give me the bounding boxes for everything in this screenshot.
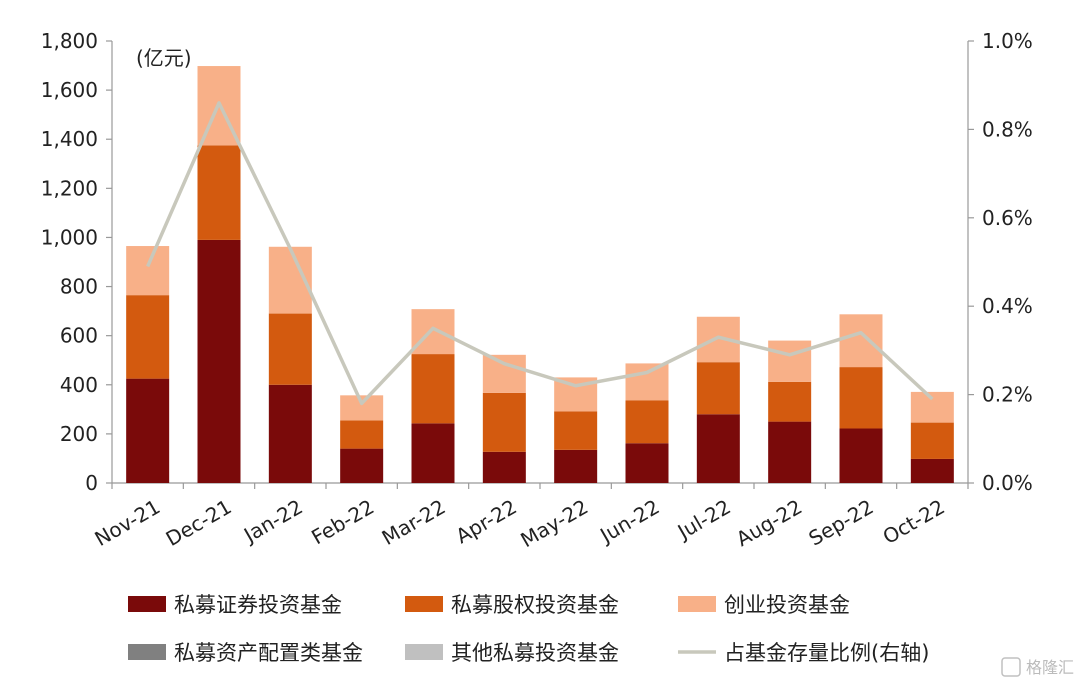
- y-tick-label: 1,800: [41, 29, 98, 53]
- bar-segment: [768, 381, 812, 422]
- y2-tick-label: 0.8%: [982, 117, 1033, 141]
- bar-segment: [411, 423, 455, 483]
- x-tick-label: Sep-22: [805, 495, 878, 551]
- unit-label: (亿元): [136, 46, 192, 70]
- ratio-line: [146, 101, 934, 406]
- x-tick-label: Oct-22: [879, 495, 949, 549]
- legend-item: 私募证券投资基金: [128, 593, 342, 617]
- y2-tick-label: 1.0%: [982, 29, 1033, 53]
- bar-segment: [696, 362, 740, 415]
- legend-item: 私募资产配置类基金: [128, 641, 363, 665]
- legend-swatch: [405, 596, 443, 612]
- legend-label: 私募证券投资基金: [174, 593, 342, 617]
- bar-segment: [411, 354, 455, 424]
- bar-segment: [839, 367, 883, 429]
- bar-segment: [625, 400, 669, 444]
- bar-segment: [839, 428, 883, 483]
- legend-item: 创业投资基金: [678, 593, 850, 617]
- y-tick-label: 1,200: [41, 176, 98, 200]
- bar-segment: [340, 420, 384, 449]
- watermark-logo-icon: [1001, 657, 1021, 677]
- bars: [126, 66, 954, 483]
- y-tick-label: 1,000: [41, 225, 98, 249]
- y2-tick-label: 0.4%: [982, 294, 1033, 318]
- bar-segment: [554, 411, 598, 450]
- y-tick-label: 400: [60, 373, 98, 397]
- ratio-line-path: [146, 101, 934, 406]
- legend-label: 创业投资基金: [724, 593, 850, 617]
- bar-segment: [910, 458, 954, 483]
- x-tick-label: Jul-22: [672, 495, 735, 545]
- bar-segment: [411, 309, 455, 355]
- x-tick-label: Dec-21: [162, 495, 236, 551]
- y2-tick-label: 0.0%: [982, 471, 1033, 495]
- bar-segment: [197, 145, 241, 240]
- bar-segment: [340, 448, 384, 483]
- bar-segment: [910, 391, 954, 423]
- y-tick-label: 800: [60, 275, 98, 299]
- x-tick-label: May-22: [516, 495, 592, 553]
- bar-segment: [768, 340, 812, 382]
- legend-label: 占基金存量比例(右轴): [724, 641, 929, 665]
- y-tick-label: 200: [60, 422, 98, 446]
- bar-segment: [482, 354, 526, 393]
- bar-segment: [126, 295, 170, 379]
- bar-segment: [625, 443, 669, 483]
- axes: 0 200 400 600 800 1,000 1,200 1,400 1,600 1,800 0.…: [41, 29, 1033, 495]
- legend-swatch: [405, 644, 443, 660]
- bar-segment: [482, 392, 526, 452]
- legend-label: 其他私募投资基金: [451, 641, 619, 665]
- bar-segment: [625, 363, 669, 401]
- legend-item: 占基金存量比例(右轴): [678, 641, 929, 665]
- bar-segment: [268, 313, 312, 385]
- bar-segment: [197, 239, 241, 483]
- legend-swatch: [128, 596, 166, 612]
- x-tick-label: Mar-22: [378, 495, 450, 550]
- legend-label: 私募资产配置类基金: [174, 641, 363, 665]
- watermark: 格隆汇: [1001, 657, 1074, 677]
- bar-segment: [696, 414, 740, 483]
- bar-segment: [482, 451, 526, 483]
- y-tick-label: 1,400: [41, 127, 98, 151]
- x-tick-label: Nov-21: [91, 495, 165, 551]
- legend-item: 私募股权投资基金: [405, 593, 619, 617]
- x-tick-label: Jan-22: [238, 495, 307, 549]
- x-tick-label: Aug-22: [732, 495, 806, 552]
- bar-segment: [910, 422, 954, 459]
- x-tick-label: Apr-22: [452, 495, 521, 549]
- y2-tick-label: 0.6%: [982, 206, 1033, 230]
- x-tick-label: Feb-22: [307, 495, 378, 550]
- bar-segment: [340, 395, 384, 421]
- bar-segment: [839, 314, 883, 368]
- legend-swatch: [678, 596, 716, 612]
- legend-item: 其他私募投资基金: [405, 641, 619, 665]
- y-tick-label: 600: [60, 324, 98, 348]
- x-tick-label: Jun-22: [594, 495, 663, 549]
- y2-tick-label: 0.2%: [982, 383, 1033, 407]
- bar-segment: [768, 421, 812, 483]
- legend-swatch: [128, 644, 166, 660]
- legend-label: 私募股权投资基金: [451, 593, 619, 617]
- y-tick-label: 0: [85, 471, 98, 495]
- y-tick-label: 1,600: [41, 78, 98, 102]
- bar-segment: [126, 246, 170, 296]
- bar-segment: [554, 449, 598, 483]
- bar-segment: [268, 384, 312, 483]
- watermark-text: 格隆汇: [1026, 658, 1074, 677]
- bar-segment: [126, 378, 170, 483]
